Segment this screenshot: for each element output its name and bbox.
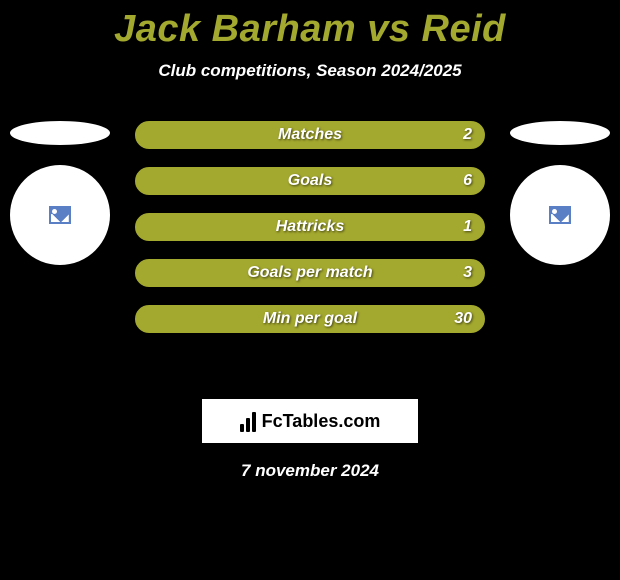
- stat-value-right: 3: [463, 264, 472, 282]
- stat-value-right: 30: [454, 310, 472, 328]
- stat-label: Goals per match: [247, 264, 372, 282]
- brand-badge: FcTables.com: [202, 399, 418, 443]
- stat-label: Matches: [278, 126, 342, 144]
- comparison-card: Jack Barham vs Reid Club competitions, S…: [0, 0, 620, 481]
- brand-chart-icon: [240, 410, 256, 432]
- subtitle: Club competitions, Season 2024/2025: [0, 61, 620, 81]
- stat-label: Min per goal: [263, 310, 357, 328]
- player-left-avatar-group: [10, 121, 110, 265]
- player-right-avatar: [510, 165, 610, 265]
- stat-value-right: 2: [463, 126, 472, 144]
- stat-bar: Matches 2: [135, 121, 485, 149]
- player-right-avatar-group: [510, 121, 610, 265]
- ellipse-shadow-left: [10, 121, 110, 145]
- image-placeholder-icon: [49, 206, 71, 224]
- page-title: Jack Barham vs Reid: [0, 0, 620, 51]
- stat-bar: Goals per match 3: [135, 259, 485, 287]
- stat-bar: Min per goal 30: [135, 305, 485, 333]
- player-left-avatar: [10, 165, 110, 265]
- stat-value-right: 1: [463, 218, 472, 236]
- brand-text: FcTables.com: [262, 411, 381, 432]
- main-area: Matches 2 Goals 6 Hattricks 1 Goals per match 3…: [0, 121, 620, 381]
- ellipse-shadow-right: [510, 121, 610, 145]
- stat-label: Hattricks: [276, 218, 344, 236]
- date-text: 7 november 2024: [0, 461, 620, 481]
- image-placeholder-icon: [549, 206, 571, 224]
- stat-bar: Hattricks 1: [135, 213, 485, 241]
- stat-value-right: 6: [463, 172, 472, 190]
- stat-bar: Goals 6: [135, 167, 485, 195]
- stat-label: Goals: [288, 172, 332, 190]
- stats-column: Matches 2 Goals 6 Hattricks 1 Goals per match 3…: [135, 121, 485, 351]
